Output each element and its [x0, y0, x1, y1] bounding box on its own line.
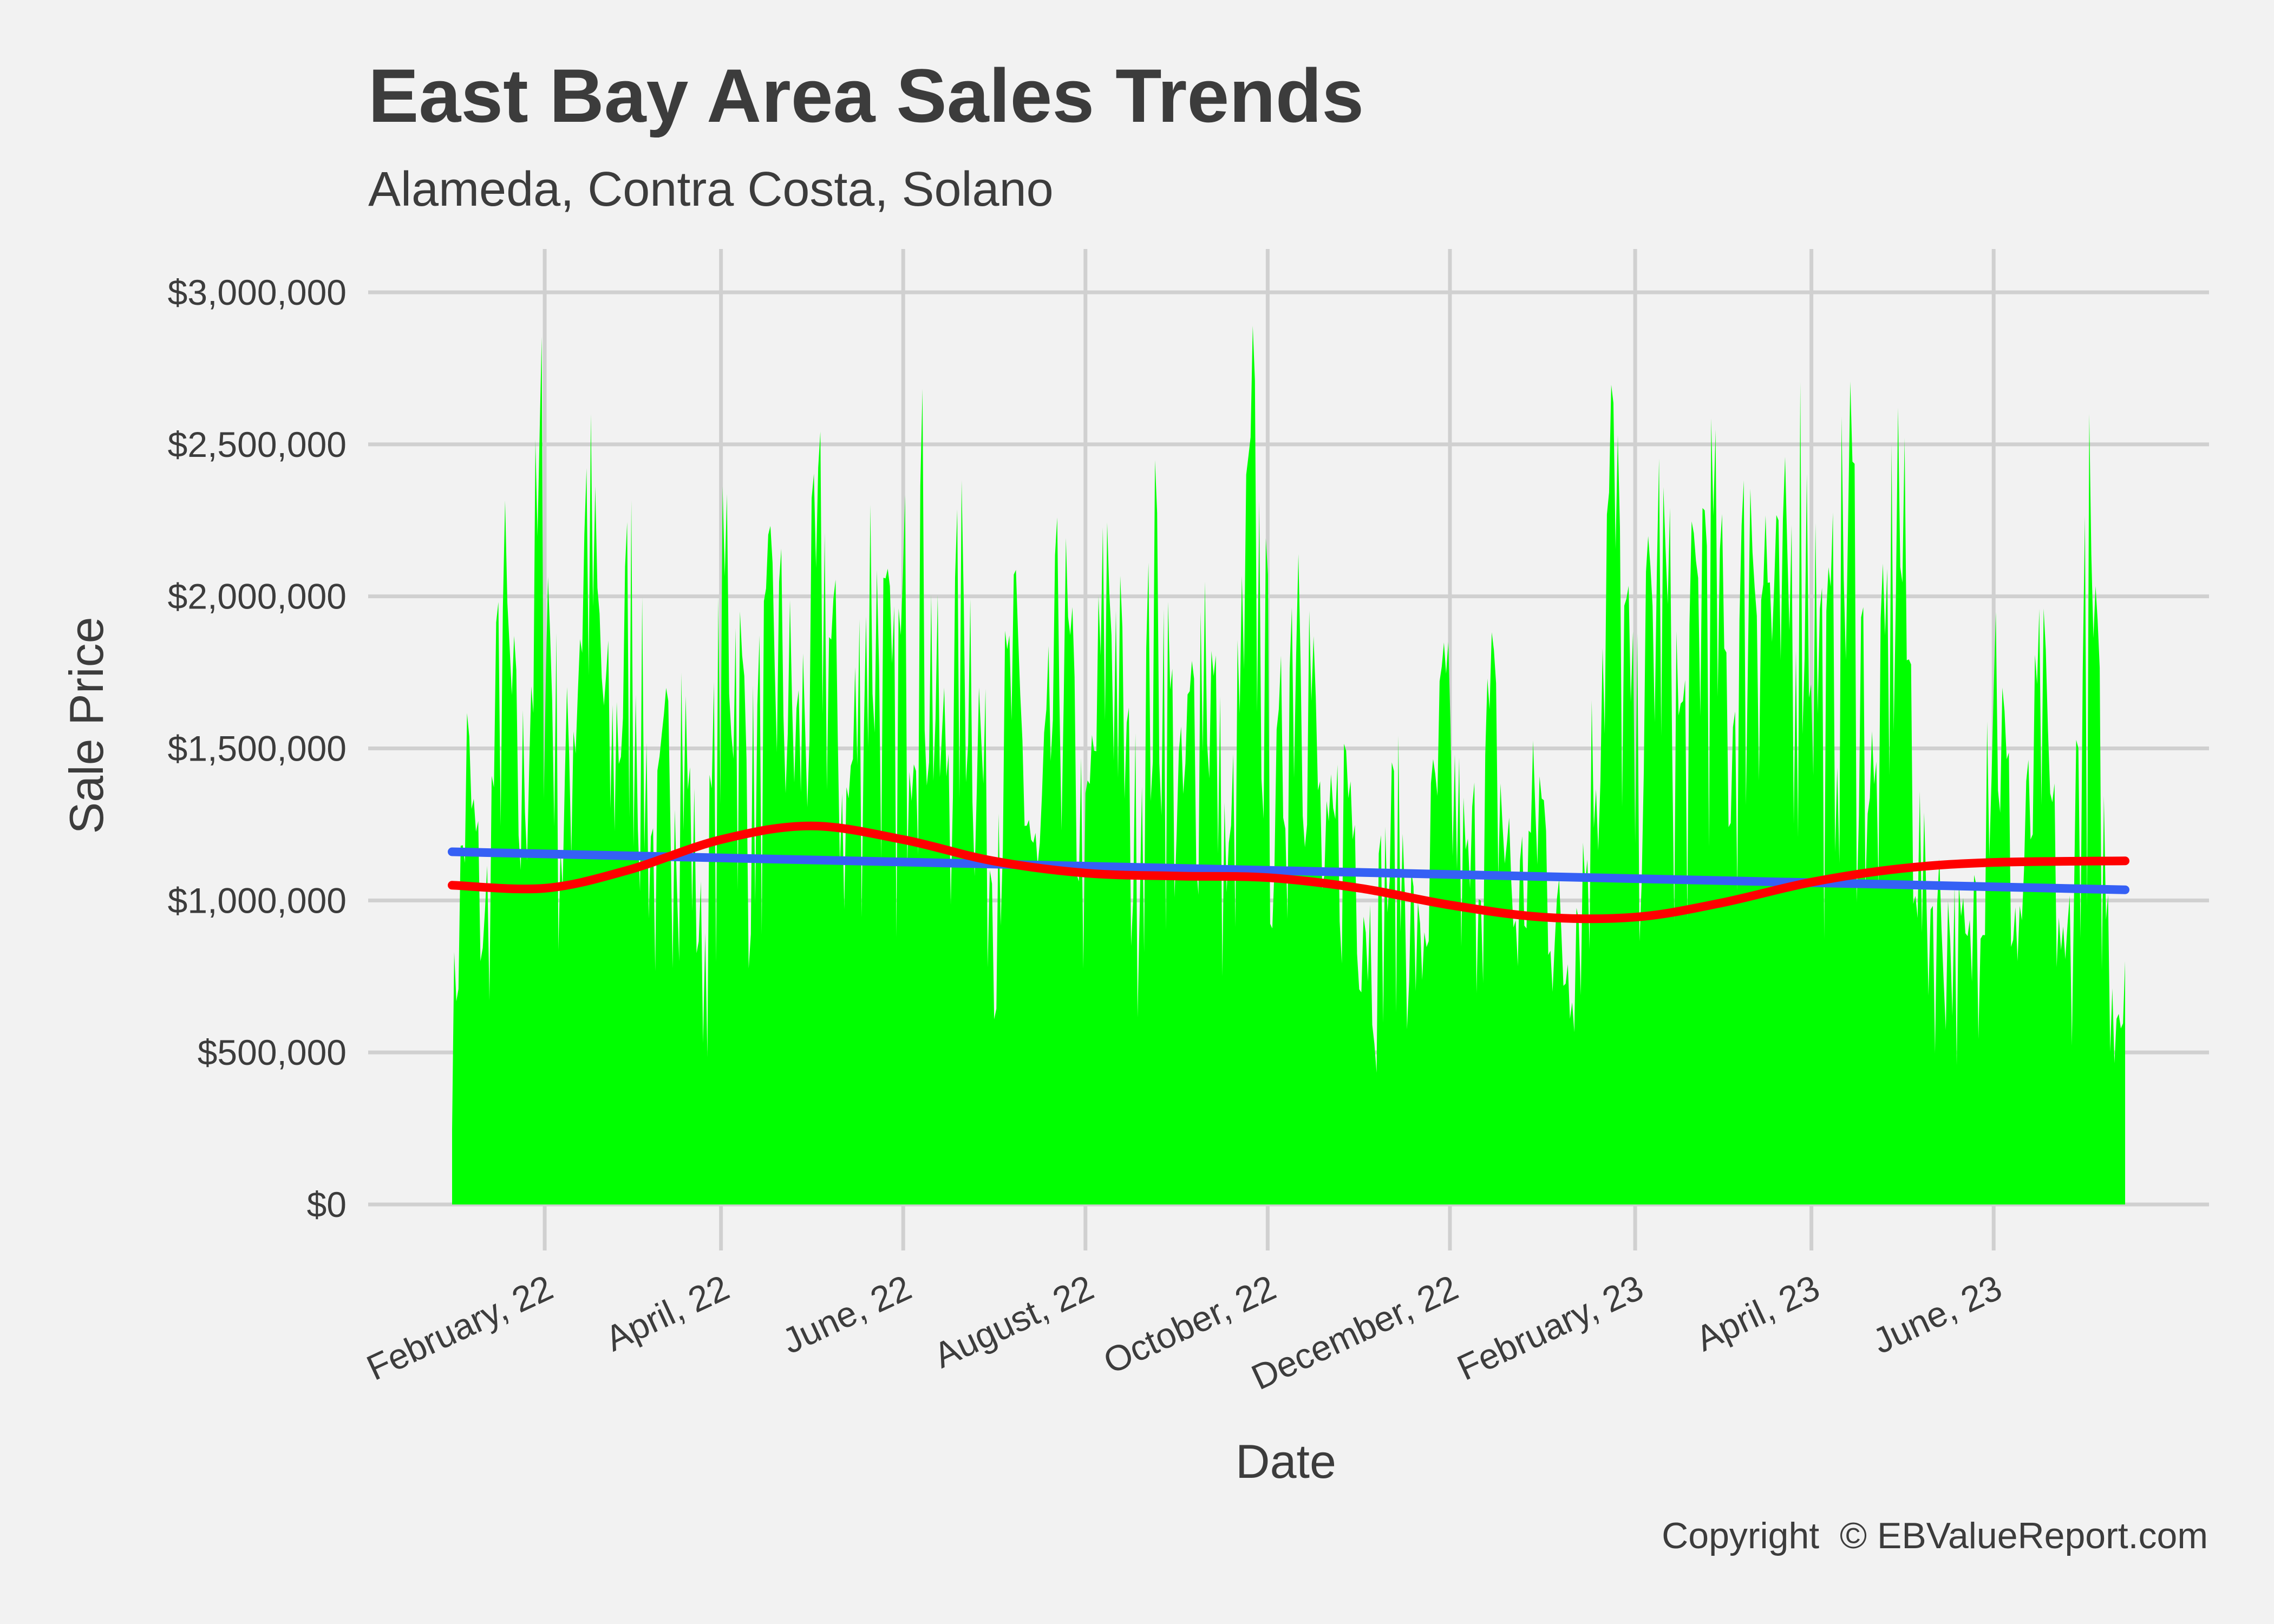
y-tick-label: $3,000,000: [168, 272, 347, 312]
sale-price-area-base: [452, 912, 2125, 1204]
y-tick-label: $0: [307, 1184, 347, 1224]
y-axis-ticks: $0 $500,000 $1,000,000 $1,500,000 $2,000,000…: [168, 272, 347, 1224]
trend-lines: [448, 821, 2129, 924]
chart-title: East Bay Area Sales Trends: [368, 53, 1364, 138]
linear-trend-line: [448, 847, 2129, 894]
smoothed-trend-line: [448, 821, 2129, 924]
y-tick-label: $1,000,000: [168, 880, 347, 920]
y-tick-label: $1,500,000: [168, 729, 347, 769]
y-tick-label: $2,000,000: [168, 577, 347, 617]
area-layer: [452, 325, 2125, 1205]
x-axis-title: Date: [1236, 1435, 1336, 1488]
y-axis-title: Sale Price: [60, 617, 113, 834]
copyright-caption: Copyright © EBValueReport.com: [1662, 1515, 2208, 1556]
y-tick-label: $500,000: [198, 1032, 347, 1072]
chart-subtitle: Alameda, Contra Costa, Solano: [368, 162, 1054, 217]
y-tick-label: $2,500,000: [168, 424, 347, 464]
